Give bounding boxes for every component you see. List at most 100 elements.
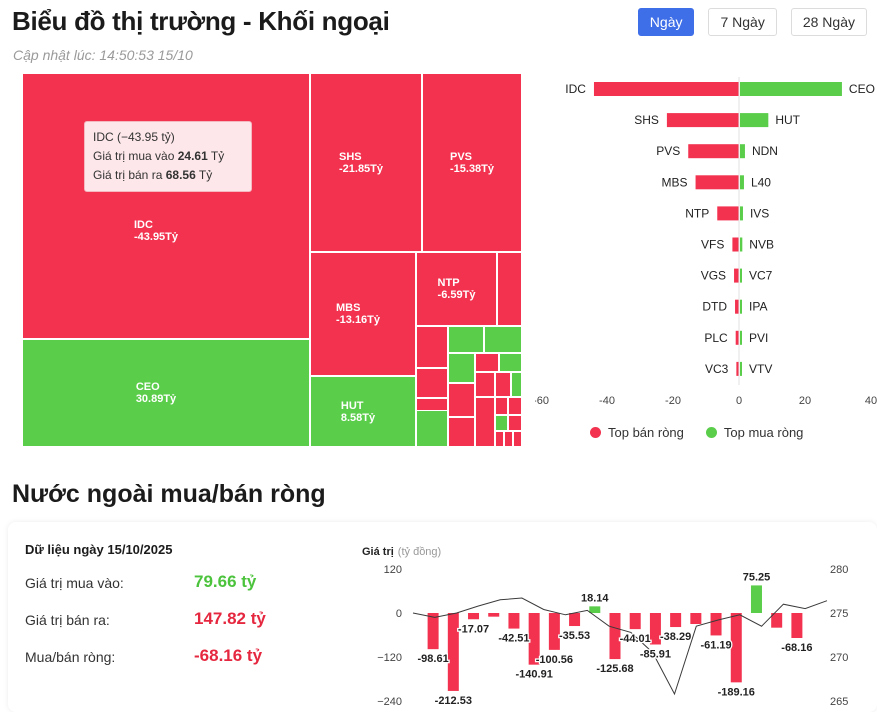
buy-bar[interactable] — [740, 82, 842, 96]
treemap-cell-shs[interactable]: SHS -21.85Tỷ — [310, 73, 422, 252]
flow-bar[interactable] — [670, 613, 682, 628]
treemap-cell[interactable] — [448, 326, 484, 353]
sell-bar[interactable] — [666, 113, 739, 128]
sell-bar[interactable] — [593, 82, 739, 96]
treemap-label-shs: SHS — [338, 150, 362, 163]
buy-bar[interactable] — [740, 175, 744, 190]
summary-row-buy: Giá trị mua vào: 79.66 tỷ — [25, 571, 345, 608]
flow-bar[interactable] — [649, 613, 661, 645]
legend-item-buy[interactable]: Top mua ròng — [705, 425, 803, 440]
treemap-cell[interactable] — [475, 397, 495, 447]
treemap-cell-mbs[interactable]: MBS -13.16Tỷ — [310, 252, 416, 376]
sell-bar[interactable] — [695, 175, 739, 190]
treemap-label-hut: HUT — [340, 399, 364, 412]
treemap-cell[interactable] — [495, 431, 504, 447]
treemap-cell[interactable] — [497, 252, 522, 326]
updated-timestamp: Cập nhật lúc: 14:50:53 15/10 — [13, 47, 193, 63]
sell-bar[interactable] — [732, 237, 739, 252]
flow-bar[interactable] — [528, 613, 540, 665]
buy-bar[interactable] — [740, 206, 743, 221]
index-line — [412, 597, 828, 696]
treemap-cell[interactable] — [508, 397, 522, 415]
flow-bar-label: -140.91 — [516, 669, 553, 681]
treemap-label-ceo: CEO — [135, 381, 160, 393]
flow-bar[interactable] — [569, 613, 581, 627]
treemap-label-ntp: NTP — [437, 277, 460, 289]
flow-bar-label: 75.25 — [743, 571, 771, 583]
tooltip-buy-unit: Tỷ — [210, 149, 225, 163]
treemap-value-shs: -21.85Tỷ — [338, 162, 384, 175]
buy-bar[interactable] — [740, 299, 742, 314]
treemap-cell[interactable] — [448, 383, 475, 417]
buy-bar[interactable] — [740, 113, 769, 128]
treemap-cell[interactable] — [448, 353, 475, 383]
treemap-cell[interactable] — [448, 417, 475, 447]
flow-bar[interactable] — [730, 613, 742, 683]
treemap-cell-ceo[interactable]: CEO 30.89Tỷ — [22, 339, 310, 447]
treemap-cell[interactable] — [475, 372, 495, 397]
flow-bar[interactable] — [589, 606, 601, 613]
tab-28-days[interactable]: 28 Ngày — [790, 8, 867, 36]
treemap-cell[interactable] — [499, 353, 522, 372]
treemap-cell[interactable] — [513, 431, 522, 447]
buy-bar[interactable] — [740, 144, 745, 159]
tooltip-buy-label: Giá trị mua vào — [93, 149, 175, 163]
buy-code-label: NDN — [752, 144, 778, 158]
tab-7-days[interactable]: 7 Ngày — [708, 8, 777, 36]
buy-bar[interactable] — [740, 237, 743, 252]
tooltip-title: IDC (−43.95 tỷ) — [93, 130, 175, 144]
flow-bar[interactable] — [468, 613, 480, 620]
flow-bar[interactable] — [629, 613, 641, 630]
treemap-cell-pvs[interactable]: PVS -15.38Tỷ — [422, 73, 522, 252]
flow-bar[interactable] — [710, 613, 722, 636]
sell-code-label: VGS — [701, 269, 726, 283]
flow-bar[interactable] — [771, 613, 783, 628]
treemap-cell[interactable] — [511, 372, 522, 397]
flow-bar[interactable] — [750, 585, 762, 613]
treemap-cell[interactable] — [416, 326, 448, 368]
sell-code-label: DTD — [702, 300, 727, 314]
treemap-cell[interactable] — [416, 410, 448, 447]
treemap-cell[interactable] — [484, 326, 522, 353]
flow-bar[interactable] — [488, 613, 500, 617]
treemap-cell[interactable] — [475, 353, 499, 372]
sell-bar[interactable] — [717, 206, 739, 221]
sell-code-label: IDC — [565, 82, 586, 96]
sell-bar[interactable] — [734, 268, 739, 283]
tooltip-buy-row: Giá trị mua vào 24.61 Tỷ — [93, 147, 243, 166]
flow-bar[interactable] — [427, 613, 439, 650]
treemap-value-ntp: -6.59Tỷ — [437, 289, 476, 301]
treemap-cell[interactable] — [495, 397, 508, 415]
flow-bar[interactable] — [609, 613, 621, 660]
buy-bar[interactable] — [740, 268, 742, 283]
sell-bar[interactable] — [688, 144, 739, 159]
flow-bar[interactable] — [508, 613, 520, 629]
flow-left-tick: 0 — [396, 608, 402, 620]
flow-left-tick: −240 — [377, 696, 402, 708]
treemap-tooltip: IDC (−43.95 tỷ) Giá trị mua vào 24.61 Tỷ… — [84, 121, 252, 192]
treemap-cell[interactable] — [508, 415, 522, 431]
treemap-cell[interactable] — [504, 431, 513, 447]
flow-bar[interactable] — [447, 613, 459, 691]
treemap-cell-idc[interactable]: IDC -43.95Tỷ — [22, 73, 310, 339]
sell-bar[interactable] — [735, 299, 739, 314]
flow-right-tick: 280 — [830, 564, 848, 576]
treemap-cell-hut[interactable]: HUT 8.58Tỷ — [310, 376, 416, 447]
flow-left-tick: 120 — [384, 564, 402, 576]
buy-bar[interactable] — [740, 361, 742, 376]
treemap-cell[interactable] — [416, 368, 448, 398]
summary-net-value: -68.16 tỷ — [194, 646, 263, 665]
flow-bar[interactable] — [690, 613, 702, 624]
tab-day[interactable]: Ngày — [637, 8, 695, 36]
buy-bar[interactable] — [740, 330, 742, 345]
foreign-flow-treemap: IDC -43.95Tỷ CEO 30.89Tỷ SHS -21.85Tỷ PV… — [22, 73, 522, 447]
treemap-value-mbs: -13.16Tỷ — [335, 314, 381, 326]
legend-item-sell[interactable]: Top bán ròng — [590, 425, 684, 440]
sell-bar[interactable] — [735, 330, 739, 345]
treemap-cell[interactable] — [495, 415, 508, 431]
sell-bar[interactable] — [736, 361, 739, 376]
flow-bar[interactable] — [791, 613, 803, 638]
flow-bar[interactable] — [548, 613, 560, 650]
treemap-cell-ntp[interactable]: NTP -6.59Tỷ — [416, 252, 497, 326]
treemap-cell[interactable] — [495, 372, 511, 397]
